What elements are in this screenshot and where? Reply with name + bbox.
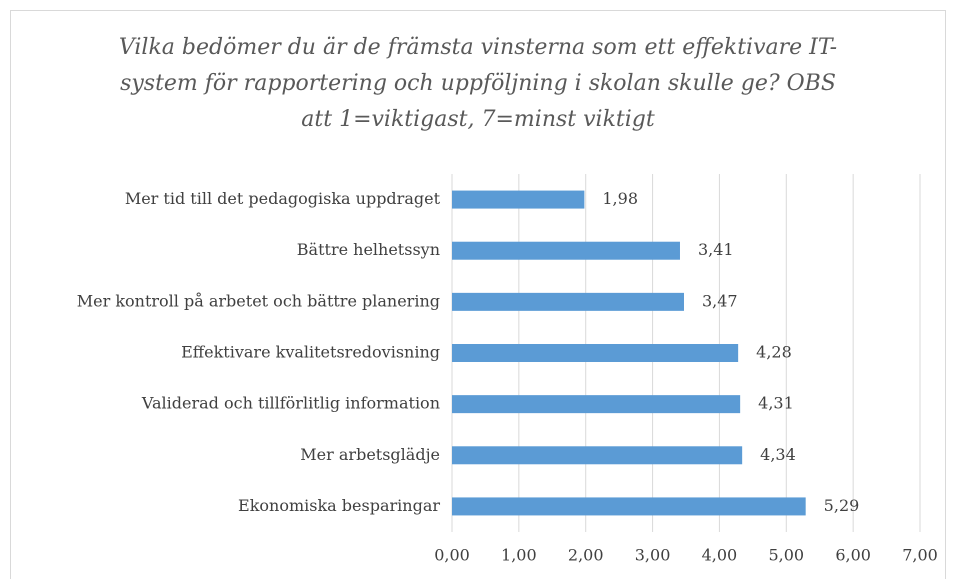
y-tick-label: Mer kontroll på arbetet och bättre plane… xyxy=(77,291,440,310)
y-tick-label: Ekonomiska besparingar xyxy=(238,496,440,515)
value-label: 4,28 xyxy=(756,343,792,362)
bar xyxy=(452,497,806,516)
y-tick-label: Mer arbetsglädje xyxy=(300,445,440,464)
bar xyxy=(452,292,684,311)
bar xyxy=(452,446,743,465)
x-tick-label: 2,00 xyxy=(568,546,604,565)
x-tick-label: 3,00 xyxy=(635,546,671,565)
value-label: 5,29 xyxy=(824,496,860,515)
x-tick-label: 4,00 xyxy=(702,546,738,565)
y-tick-label: Mer tid till det pedagogiska uppdraget xyxy=(125,189,441,208)
bar xyxy=(452,344,739,362)
bar xyxy=(452,190,585,209)
x-tick-label: 7,00 xyxy=(902,546,938,565)
x-tick-label: 6,00 xyxy=(835,546,871,565)
value-label: 1,98 xyxy=(602,189,638,208)
x-tick-label: 0,00 xyxy=(434,546,470,565)
value-label: 4,31 xyxy=(758,394,794,413)
x-tick-label: 5,00 xyxy=(768,546,804,565)
y-tick-label: Validerad och tillförlitlig information xyxy=(141,394,440,413)
chart-border xyxy=(10,10,946,579)
y-tick-label: Bättre helhetssyn xyxy=(297,240,440,259)
x-tick-label: 1,00 xyxy=(501,546,537,565)
bar xyxy=(452,241,680,260)
y-tick-label: Effektivare kvalitetsredovisning xyxy=(181,343,440,362)
chart-title: Vilka bedömer du är de främsta vinsterna… xyxy=(118,35,838,132)
value-label: 3,41 xyxy=(698,240,734,259)
value-label: 3,47 xyxy=(702,291,738,310)
bar xyxy=(452,395,741,414)
value-label: 4,34 xyxy=(760,445,796,464)
